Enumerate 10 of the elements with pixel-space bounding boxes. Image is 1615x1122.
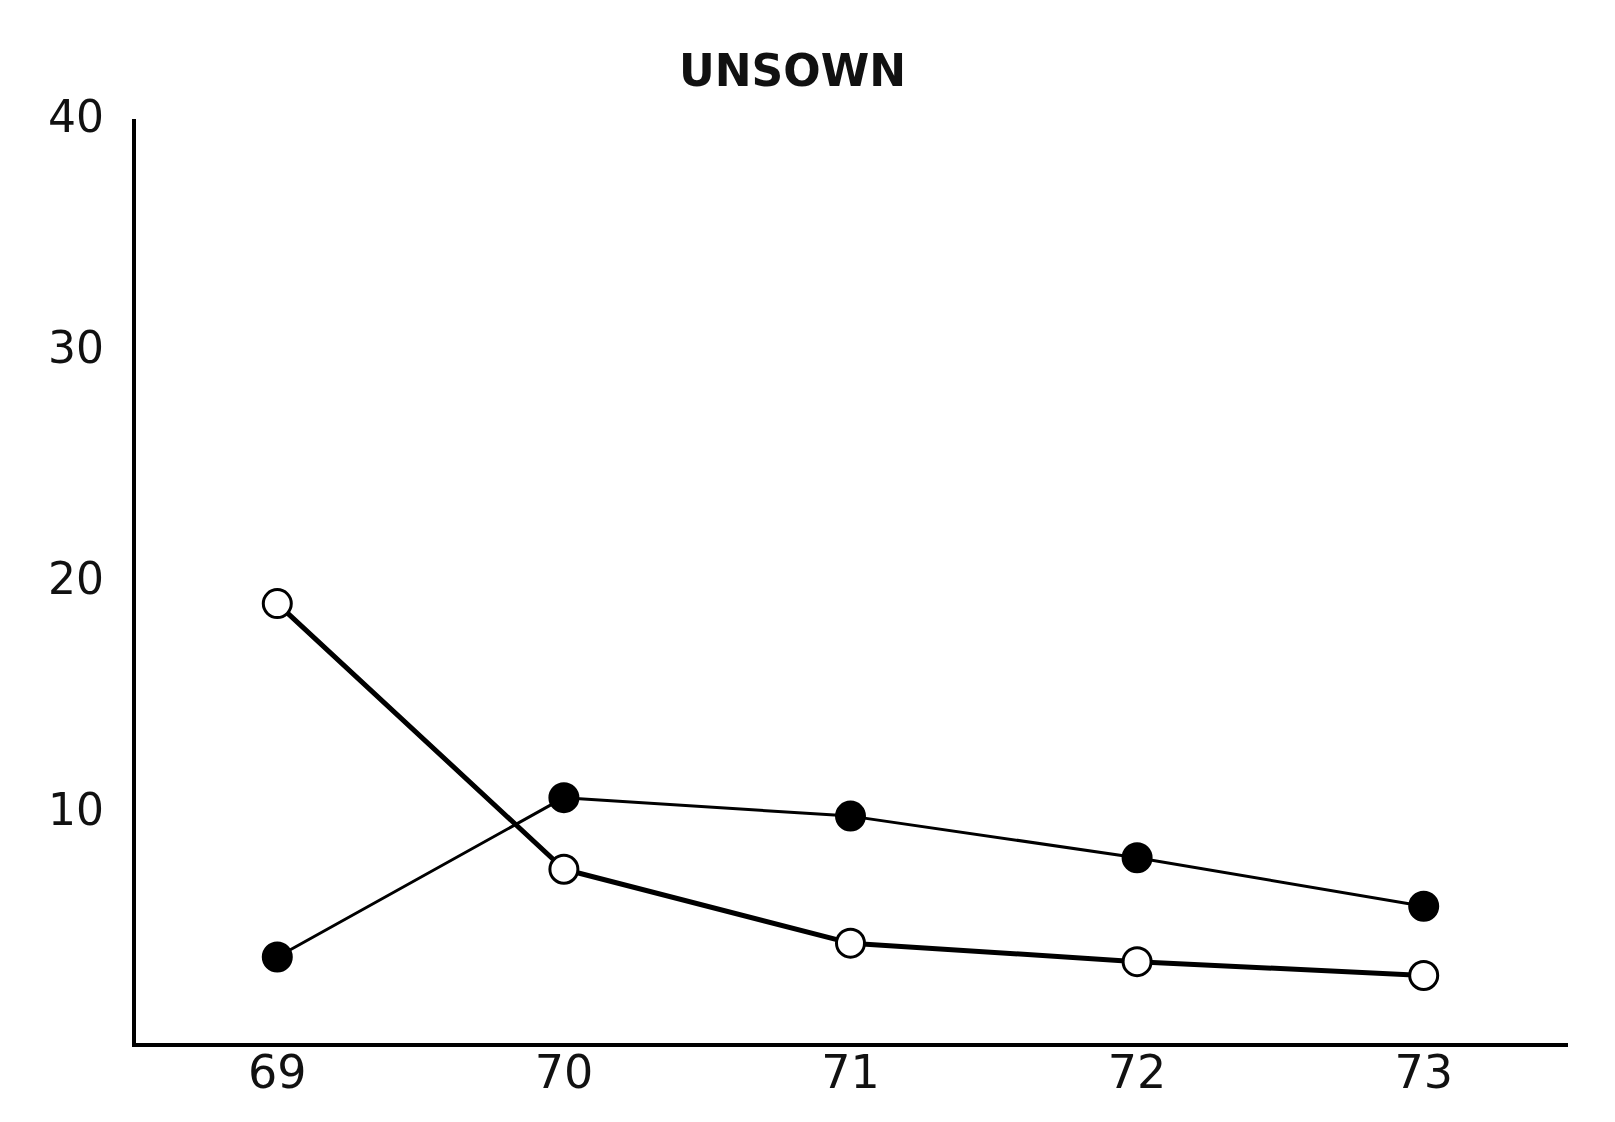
x-tick-label: 73 xyxy=(1394,1045,1453,1100)
chart-title: UNSOWN xyxy=(678,44,907,96)
x-tick-label: 72 xyxy=(1107,1045,1167,1100)
x-tick-label: 69 xyxy=(248,1045,307,1100)
y-tick-label: 40 xyxy=(47,91,104,143)
x-tick-label: 70 xyxy=(534,1045,594,1100)
x-tick-label: 71 xyxy=(821,1045,880,1100)
y-tick-label: 30 xyxy=(47,322,104,374)
y-tick-label: 10 xyxy=(47,784,104,836)
y-tick-label: 20 xyxy=(47,553,104,605)
